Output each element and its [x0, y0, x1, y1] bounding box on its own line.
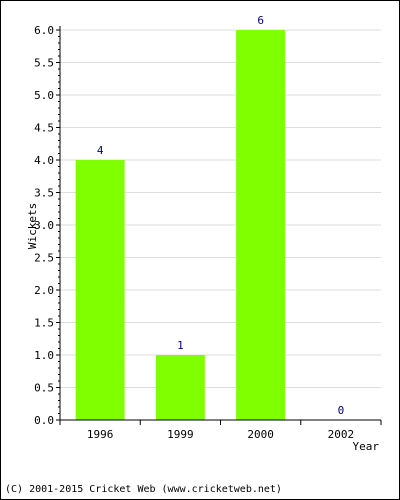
data-label-1999: 1 [177, 339, 184, 352]
bar-1999 [155, 355, 205, 420]
x-tick-label: 1999 [167, 428, 194, 441]
bar-2000 [236, 30, 286, 420]
y-tick-label: 5.0 [34, 89, 54, 102]
y-tick-label: 1.0 [34, 349, 54, 362]
x-tick-label: 2002 [328, 428, 355, 441]
y-tick-label: 0.5 [34, 382, 54, 395]
data-label-2002: 0 [338, 404, 345, 417]
y-tick-label: 6.0 [34, 24, 54, 37]
y-tick-label: 2.0 [34, 284, 54, 297]
y-tick-label: 0.0 [34, 414, 54, 427]
y-tick-label: 2.5 [34, 252, 54, 265]
y-tick-label: 3.5 [34, 187, 54, 200]
y-tick-label: 5.5 [34, 57, 54, 70]
y-tick-label: 4.0 [34, 154, 54, 167]
data-labels: 4 1 6 0 [97, 14, 344, 417]
data-label-2000: 6 [257, 14, 264, 27]
copyright-footer: (C) 2001-2015 Cricket Web (www.cricketwe… [5, 484, 282, 495]
bars [75, 30, 286, 420]
x-axis-title: Year [353, 440, 380, 453]
x-tick-label: 2000 [247, 428, 274, 441]
data-label-1996: 4 [97, 144, 104, 157]
y-tick-label: 3.0 [34, 219, 54, 232]
y-axis-title: Wickets [26, 203, 39, 249]
y-tick-label: 4.5 [34, 122, 54, 135]
y-tick-label: 1.5 [34, 317, 54, 330]
x-ticks: 1996 1999 2000 2002 [59, 420, 382, 441]
y-ticks: 0.0 0.5 1.0 1.5 2.0 2.5 3.0 3.5 4.0 4.5 5.0 5.5 6.0 [34, 24, 60, 427]
x-tick-label: 1996 [87, 428, 114, 441]
bar-1996 [75, 160, 125, 420]
